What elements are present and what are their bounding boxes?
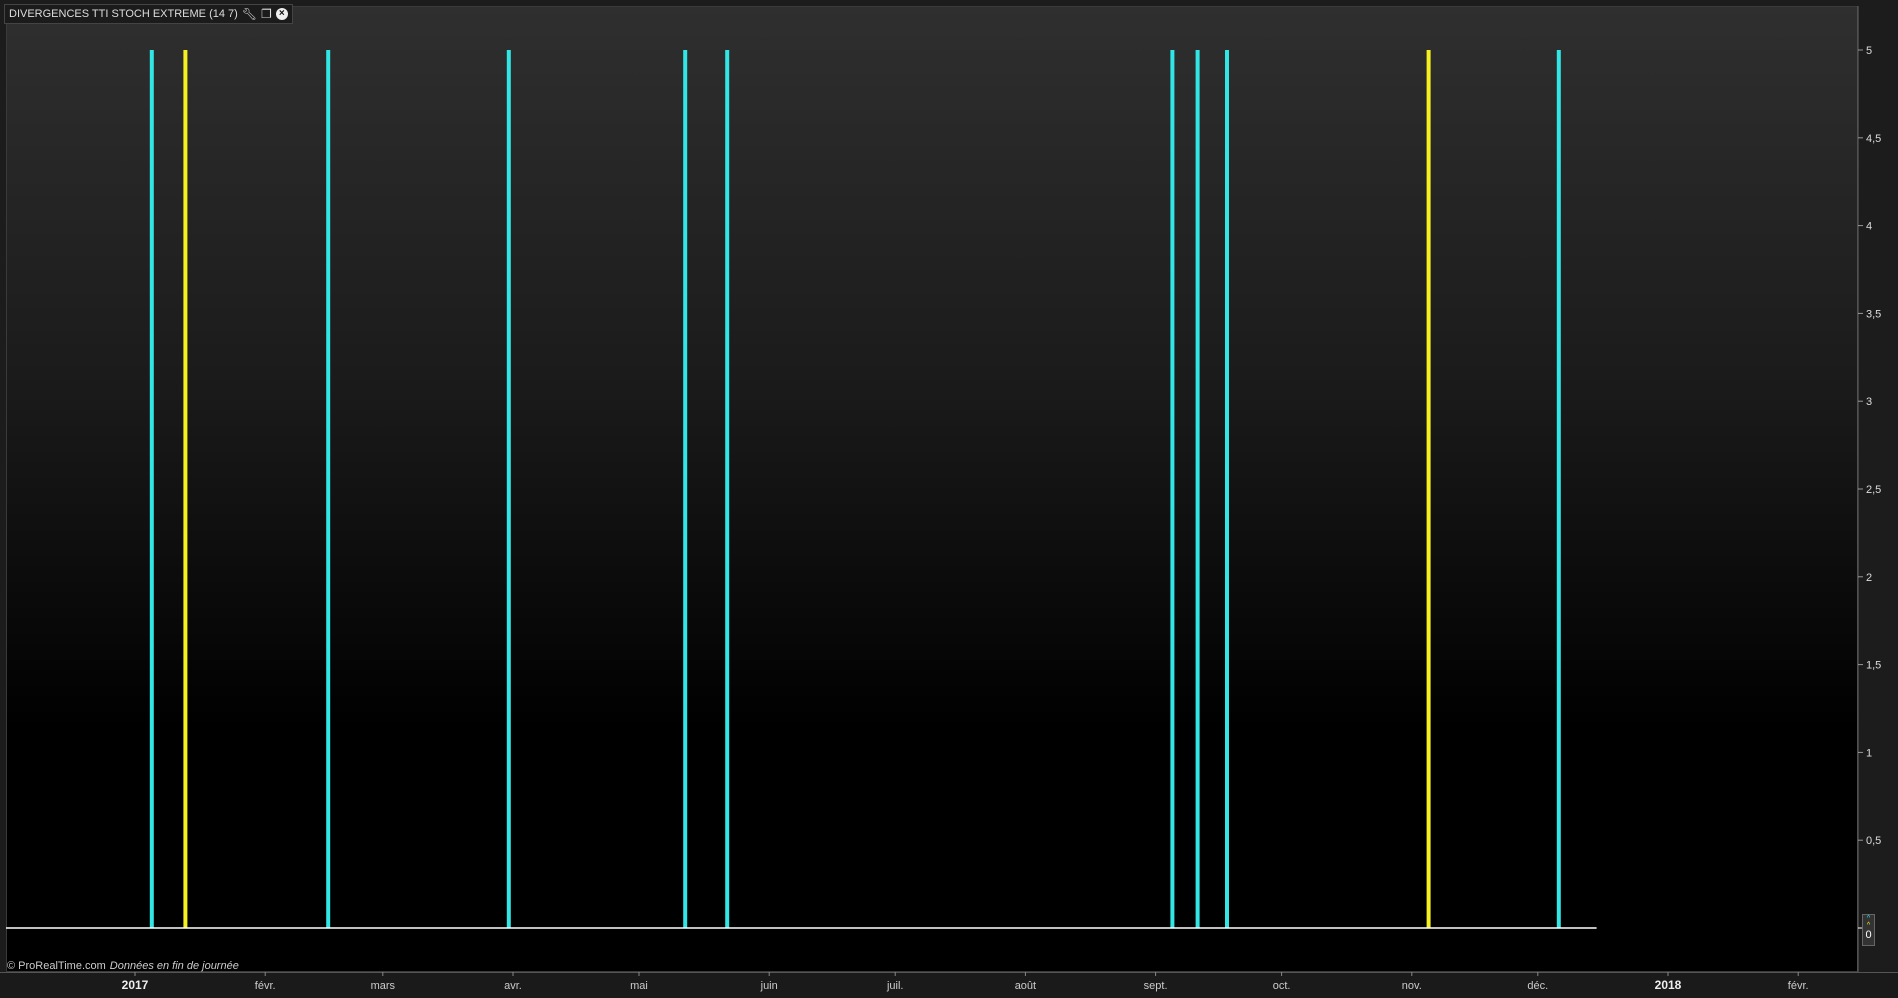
bar-bullish-divergence [1225, 50, 1229, 928]
indicator-title: DIVERGENCES TTI STOCH EXTREME (14 7) [9, 8, 238, 20]
y-tick-label: 3 [1866, 396, 1872, 408]
y-tick-label: 4 [1866, 221, 1872, 233]
y-tick-label: 4,5 [1866, 133, 1881, 145]
y-axis[interactable] [1858, 0, 1898, 997]
y-tick-label: 0,5 [1866, 835, 1881, 847]
x-tick-label: mai [630, 980, 648, 992]
x-tick-label: févr. [255, 980, 276, 992]
zero-value-badge: ^ ^ 0 [1862, 914, 1875, 946]
x-tick-label: oct. [1273, 980, 1291, 992]
indicator-title-bar: DIVERGENCES TTI STOCH EXTREME (14 7) 🔧︎ … [4, 4, 293, 24]
y-tick-label: 2 [1866, 572, 1872, 584]
y-tick-label: 1,5 [1866, 660, 1881, 672]
bar-bullish-divergence [506, 50, 511, 928]
x-tick-label: févr. [1788, 980, 1809, 992]
cyan-marker-icon: ^ [1866, 915, 1871, 922]
bar-bullish-divergence [326, 50, 331, 928]
data-note: Données en fin de journée [109, 960, 239, 972]
x-tick-label: mars [371, 980, 396, 992]
bar-bearish-divergence [183, 50, 188, 928]
x-tick-label: juin [760, 980, 778, 992]
restore-window-icon[interactable]: ❐ [261, 7, 272, 21]
bar-bullish-divergence [725, 50, 730, 928]
credit-text: © ProRealTime.com Données en fin de journ… [7, 960, 239, 972]
copyright: © ProRealTime.com [7, 960, 106, 972]
x-tick-label: avr. [504, 980, 522, 992]
y-tick-label: 3,5 [1866, 308, 1881, 320]
x-tick-label: sept. [1144, 980, 1168, 992]
y-tick-label: 5 [1866, 45, 1872, 57]
x-tick-label: août [1015, 980, 1036, 992]
yellow-marker-icon: ^ [1866, 922, 1871, 929]
x-tick-label: nov. [1402, 980, 1422, 992]
x-tick-label: déc. [1527, 980, 1548, 992]
x-tick-label: 2018 [1655, 978, 1682, 992]
bar-bearish-divergence [1426, 50, 1431, 928]
y-tick-label: 2,5 [1866, 484, 1881, 496]
close-icon[interactable]: × [275, 8, 288, 20]
x-axis[interactable] [0, 972, 1898, 998]
x-tick-label: juil. [886, 980, 904, 992]
wrench-icon[interactable]: 🔧︎ [241, 7, 258, 21]
bar-bullish-divergence [149, 50, 154, 928]
zero-badge-value: 0 [1865, 929, 1872, 941]
bar-bullish-divergence [683, 50, 688, 928]
x-tick-label: 2017 [122, 978, 149, 992]
y-tick-label: 1 [1866, 747, 1872, 759]
bar-bullish-divergence [1556, 50, 1561, 928]
bar-bullish-divergence [1170, 50, 1175, 928]
bar-bullish-divergence [1195, 50, 1200, 928]
chart-plot-area[interactable] [6, 6, 1858, 972]
